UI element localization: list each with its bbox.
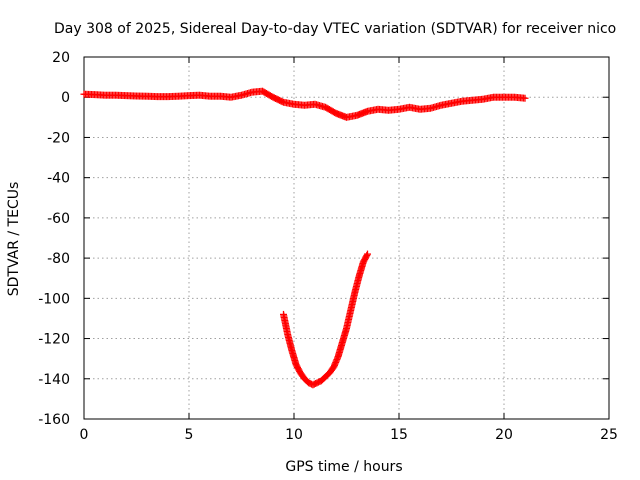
y-tick-label: -20	[47, 130, 70, 146]
data-point	[364, 250, 371, 258]
x-tick-label: 10	[285, 427, 303, 443]
y-tick-label: -40	[47, 171, 70, 187]
y-tick-label: -160	[38, 412, 70, 428]
x-tick-label: 5	[185, 427, 194, 443]
chart-title: Day 308 of 2025, Sidereal Day-to-day VTE…	[54, 21, 616, 37]
y-tick-label: -120	[38, 332, 70, 348]
x-tick-label: 0	[80, 427, 89, 443]
x-tick-label: 15	[390, 427, 408, 443]
x-tick-label: 20	[495, 427, 513, 443]
plot-frame	[83, 56, 610, 420]
y-tick-label: 0	[61, 90, 70, 106]
y-tick-label: -60	[47, 211, 70, 227]
axis-ticks: 0 5 10 15 20 25 20 0 -20 -40 -60 -80 -100 -120 -140 -16…	[38, 50, 618, 443]
y-tick-label: -140	[38, 372, 70, 388]
data-point	[521, 94, 529, 102]
x-tick-label: 25	[600, 427, 618, 443]
grid	[84, 57, 609, 419]
data-points	[80, 87, 529, 389]
y-tick-label: 20	[52, 50, 70, 66]
y-axis-label: SDTVAR / TECUs	[6, 182, 22, 297]
data-point	[363, 251, 371, 259]
y-tick-label: -80	[47, 251, 70, 267]
y-tick-label: -100	[38, 291, 70, 307]
x-axis-label: GPS time / hours	[285, 459, 402, 475]
